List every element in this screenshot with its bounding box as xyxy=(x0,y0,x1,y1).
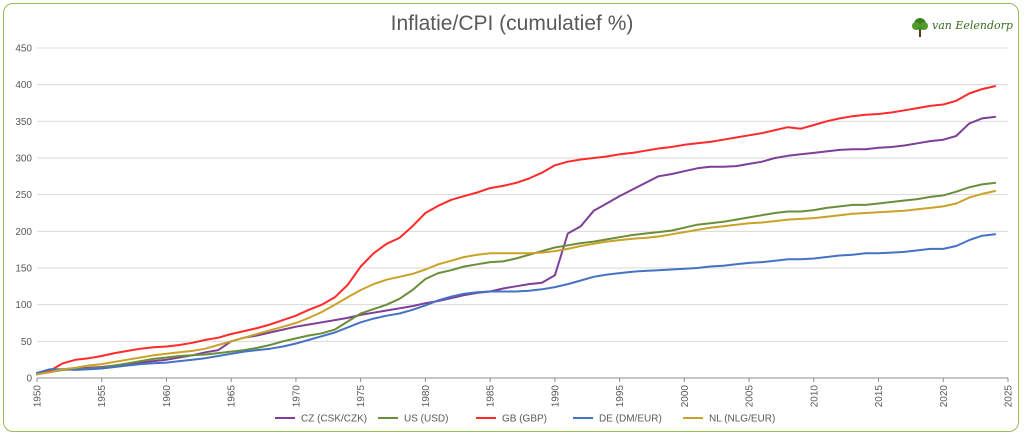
series-line-2 xyxy=(36,85,997,376)
x-tick-label: 2015 xyxy=(874,385,885,408)
y-tick-label: 200 xyxy=(15,227,32,238)
y-tick-label: 250 xyxy=(15,190,32,201)
y-tick-label: 350 xyxy=(15,117,32,128)
x-tick-label: 2000 xyxy=(680,385,691,408)
y-tick-label: 450 xyxy=(15,44,32,55)
legend-label-4: NL (NLG/EUR) xyxy=(709,414,775,425)
legend-label-1: US (USD) xyxy=(404,414,448,425)
series-line-1 xyxy=(36,181,997,376)
axes xyxy=(36,377,1009,382)
series-line-3 xyxy=(36,233,997,374)
y-tick-labels: 0 50 100 150 200 250 300 350 400 450 xyxy=(15,44,32,385)
x-tick-label: 1995 xyxy=(615,385,626,408)
x-tick-label: 1980 xyxy=(421,385,432,408)
x-tick-label: 2005 xyxy=(745,385,756,408)
x-tick-label: 1950 xyxy=(33,385,44,408)
y-tick-label: 150 xyxy=(15,264,32,275)
x-tick-label: 1975 xyxy=(356,385,367,408)
x-tick-label: 1955 xyxy=(97,385,108,408)
y-tick-label: 100 xyxy=(15,300,32,311)
logo-text: van Eelendorp xyxy=(932,19,1013,32)
series-lines xyxy=(36,85,997,376)
x-tick-label: 1985 xyxy=(486,385,497,408)
x-tick-label: 1990 xyxy=(550,385,561,408)
legend-label-0: CZ (CSK/CZK) xyxy=(301,414,367,425)
y-tick-label: 300 xyxy=(15,154,32,165)
x-tick-label: 1965 xyxy=(227,385,238,408)
legend-label-2: GB (GBP) xyxy=(502,414,547,425)
x-tick-label: 2010 xyxy=(809,385,820,408)
chart-title: Inflatie/CPI (cumulatief %) xyxy=(390,12,634,35)
tree-icon xyxy=(912,18,928,37)
tree-logo: van Eelendorp xyxy=(910,16,1013,40)
x-tick-label: 2020 xyxy=(939,385,950,408)
series-line-4 xyxy=(36,190,997,376)
chart-frame xyxy=(3,3,1019,432)
y-tick-label: 400 xyxy=(15,80,32,91)
y-tick-label: 0 xyxy=(26,374,32,385)
x-tick-labels: 1950 1955 1960 1965 1970 1975 1980 1985 1990 1995… xyxy=(33,385,1015,408)
legend: CZ (CSK/CZK) US (USD) GB (GBP) DE (DM/EUR) N… xyxy=(275,414,775,425)
series-line-0 xyxy=(36,115,997,374)
x-tick-label: 2025 xyxy=(1004,385,1015,408)
legend-label-3: DE (DM/EUR) xyxy=(599,414,662,425)
y-tick-label: 50 xyxy=(21,337,33,348)
x-tick-label: 1960 xyxy=(162,385,173,408)
x-tick-label: 1970 xyxy=(291,385,302,408)
